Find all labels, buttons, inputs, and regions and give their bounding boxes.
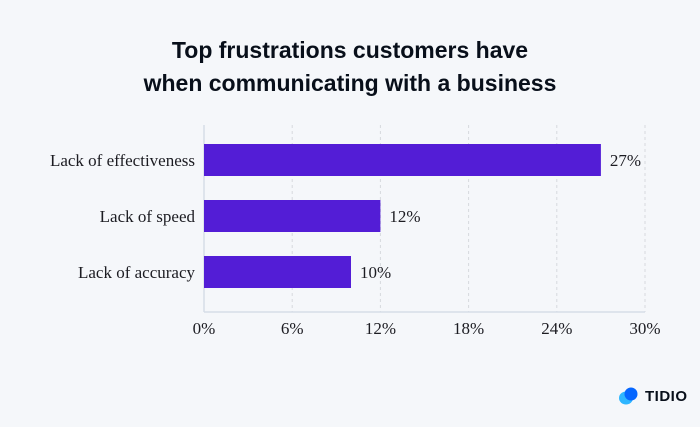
bar (204, 200, 381, 232)
data-label: 10% (360, 263, 391, 282)
x-tick-label: 0% (193, 319, 216, 338)
category-label: Lack of accuracy (78, 263, 196, 282)
x-tick-label: 30% (629, 319, 660, 338)
bar (204, 256, 351, 288)
tidio-logo-icon (619, 387, 638, 405)
x-tick-label: 6% (281, 319, 304, 338)
category-label: Lack of speed (100, 207, 196, 226)
data-label: 12% (389, 207, 420, 226)
x-tick-label: 24% (541, 319, 572, 338)
x-tick-label: 18% (453, 319, 484, 338)
tidio-logo: TIDIO (619, 387, 688, 405)
x-tick-label: 12% (365, 319, 396, 338)
title-line-2: when communicating with a business (143, 70, 557, 96)
brand-name: TIDIO (645, 387, 688, 405)
data-label: 27% (610, 151, 641, 170)
bar (204, 144, 601, 176)
chart-title: Top frustrations customers have when com… (0, 34, 700, 100)
title-line-1: Top frustrations customers have (171, 37, 529, 63)
category-label: Lack of effectiveness (50, 151, 195, 170)
